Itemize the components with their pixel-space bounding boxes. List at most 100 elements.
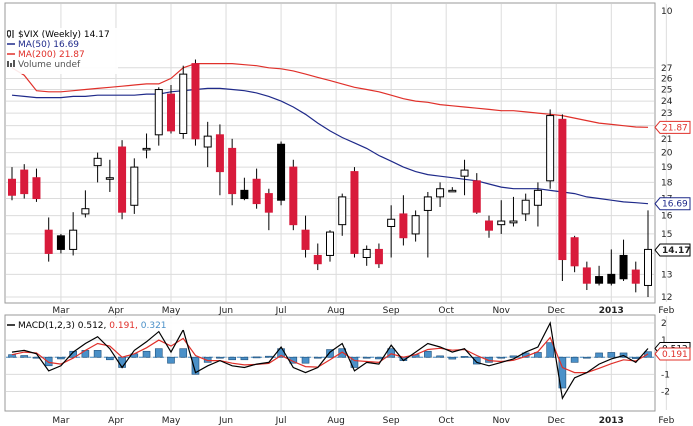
candle-body: [240, 189, 249, 200]
candle: [387, 205, 396, 258]
candle: [619, 239, 628, 281]
price-x-axis: Mar Apr May Jun Jul Aug Sep Oct Nov Dec 2013 Feb: [52, 306, 674, 316]
candle-body: [338, 196, 347, 226]
macd-histogram-bar: [570, 356, 579, 363]
macd-signal-line: [11, 336, 649, 374]
candle: [607, 249, 616, 286]
candle: [8, 167, 16, 201]
macd-histogram-bar: [57, 356, 65, 360]
candle-body: [460, 169, 469, 177]
macd-tag-label: 0.191: [662, 350, 688, 360]
candle: [191, 59, 200, 146]
candle-body: [56, 235, 65, 250]
candle: [313, 243, 322, 271]
macd-x-tick-label: Sep: [383, 416, 400, 426]
macd-histogram-bar: [631, 356, 640, 359]
macd-histogram-bar: [607, 352, 616, 358]
candle-body: [350, 171, 359, 254]
candle-body: [179, 73, 188, 134]
candle: [326, 230, 334, 262]
candle-body: [387, 218, 396, 227]
candle-body: [252, 178, 261, 205]
candle-body: [546, 115, 555, 182]
bars-icon: [7, 61, 9, 67]
candle-body: [472, 180, 481, 213]
candle-body: [289, 166, 298, 226]
candle-body: [362, 248, 371, 258]
macd-histogram-bar: [534, 352, 542, 358]
candle: [301, 215, 310, 258]
candle-body: [301, 229, 310, 250]
macd-histogram-bar: [191, 356, 200, 375]
candle-body: [32, 177, 41, 200]
candle-body: [20, 169, 29, 195]
macd-x-tick-label: 2013: [599, 416, 624, 426]
candle: [142, 133, 151, 159]
candle-body: [130, 166, 139, 206]
candle-body: [215, 134, 224, 173]
candle: [105, 159, 114, 192]
candle: [558, 114, 567, 281]
candle: [264, 188, 273, 231]
candle: [154, 87, 163, 146]
price-legend-label: Volume undef: [18, 60, 81, 70]
price-y-tick-label: 27: [661, 64, 672, 74]
candle: [644, 210, 652, 297]
macd-legend-bg: [6, 318, 190, 330]
price-y-tick-label: 24: [661, 97, 673, 107]
price-y-tick-label: 18: [661, 178, 673, 188]
candle-body: [448, 189, 457, 193]
price-x-tick-label: Jun: [218, 306, 233, 316]
candle-body: [313, 254, 322, 265]
candle: [44, 217, 53, 262]
candle: [472, 173, 481, 214]
candle-body: [485, 220, 493, 231]
price-tag: 14.17: [654, 243, 691, 257]
macd-lines: [11, 321, 649, 401]
price-y-tick-label: 12: [661, 293, 672, 303]
price-x-tick-label: May: [162, 306, 181, 316]
candle: [81, 190, 90, 218]
macd-histogram-bar: [424, 350, 432, 358]
candle: [167, 85, 175, 134]
price-x-tick-label: Dec: [548, 306, 565, 316]
price-y-axis: 1012131415161718192021222324252627: [661, 7, 673, 303]
candle-body: [203, 135, 212, 148]
macd-histogram-bar: [93, 350, 102, 358]
candle: [570, 235, 579, 273]
price-y-tick-label: 15: [661, 230, 672, 240]
candle-body: [154, 89, 163, 136]
price-legend-label: MA(200) 21.87: [18, 50, 85, 60]
macd-histogram-bar: [497, 356, 506, 359]
candle-body: [521, 199, 530, 215]
macd-histogram-bar: [106, 356, 114, 361]
macd-x-axis: Mar Apr May Jun Jul Aug Sep Oct Nov Dec 2013 Feb: [52, 416, 674, 426]
candle: [252, 168, 261, 209]
macd-legend-part: 0.191,: [109, 321, 141, 331]
candle: [460, 159, 469, 196]
candle: [277, 141, 286, 206]
ma200-line: [11, 62, 649, 128]
candle-body: [619, 254, 628, 280]
price-x-tick-label: Aug: [327, 306, 345, 316]
candle: [130, 158, 139, 214]
macd-histogram-bar: [387, 348, 395, 358]
candle: [32, 168, 41, 202]
price-y-tick-label: 26: [661, 74, 673, 84]
price-tag: 21.87: [654, 120, 691, 134]
macd-x-tick-label: Jul: [275, 416, 287, 426]
price-y-tick-label: 25: [661, 86, 672, 96]
macd-histogram-bar: [216, 356, 224, 359]
macd-line: [11, 321, 649, 401]
candle: [411, 210, 420, 242]
price-tags: 21.87 16.69 14.17: [654, 120, 691, 257]
price-tag-label: 21.87: [662, 123, 688, 133]
macd-x-tick-label: Mar: [52, 416, 69, 426]
macd-histogram-bar: [20, 355, 29, 358]
macd-tag-box: [654, 347, 691, 361]
candle: [448, 187, 457, 193]
candle: [56, 233, 65, 254]
macd-tags: 0.5120.191: [654, 341, 691, 361]
candle-body: [607, 273, 616, 284]
